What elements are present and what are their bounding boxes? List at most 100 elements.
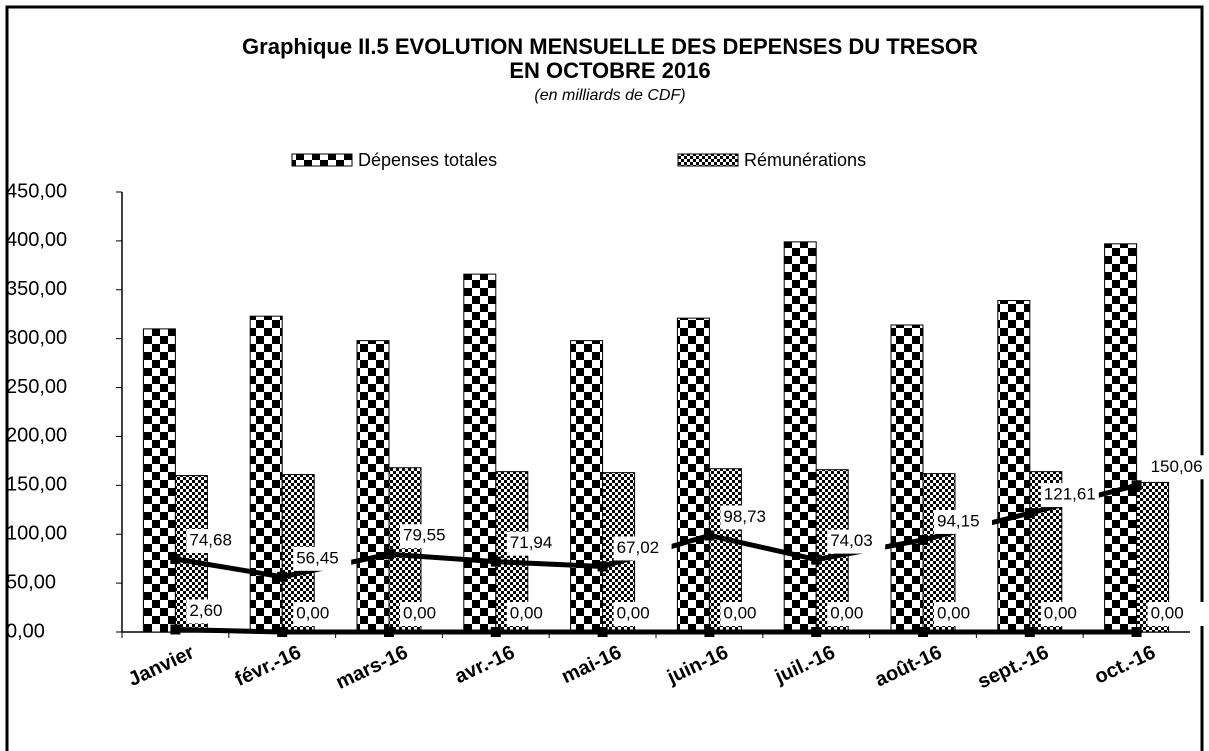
data-label-box (1040, 602, 1099, 626)
data-label-box (613, 536, 672, 561)
marker (170, 624, 181, 635)
data-label: 98,73 (723, 507, 766, 526)
marker (811, 627, 822, 637)
data-label-box (827, 529, 886, 554)
marker (490, 627, 501, 637)
data-label: 0,00 (937, 603, 970, 622)
data-label-box (1147, 602, 1206, 626)
data-label-box (1040, 483, 1099, 508)
bar (783, 241, 817, 633)
x-tick-label: juin-16 (663, 641, 732, 689)
bar (356, 340, 390, 633)
y-tick-label: 300,00 (6, 327, 67, 349)
data-label: 79,55 (403, 526, 446, 545)
marker (597, 627, 608, 637)
bar (1104, 243, 1138, 633)
y-tick-label: 400,00 (6, 229, 67, 251)
bar (463, 273, 497, 633)
data-label-box (934, 602, 992, 626)
marker (1024, 508, 1035, 519)
x-tick-label: août-16 (872, 641, 946, 691)
chart-subtitle: (en milliards de CDF) (534, 87, 685, 104)
marker (811, 554, 822, 565)
data-label-box (506, 531, 565, 556)
y-tick-label: 350,00 (6, 278, 67, 300)
y-tick-label: 150,00 (6, 474, 67, 496)
bar (142, 328, 176, 633)
data-label-box (613, 602, 672, 626)
bar (676, 317, 710, 633)
x-tick-label: févr.-16 (232, 641, 305, 691)
bar (570, 340, 604, 633)
data-label: 74,68 (189, 530, 232, 549)
data-label-box (1147, 455, 1206, 480)
x-tick-label: avr.-16 (451, 641, 518, 688)
marker (918, 534, 928, 545)
data-label-box (186, 528, 245, 553)
bar (249, 315, 283, 633)
marker (384, 549, 394, 560)
data-label: 150,06 (1151, 457, 1203, 476)
y-tick-label: 200,00 (6, 425, 67, 447)
x-tick-label: sept.-16 (974, 641, 1052, 693)
chart-title: EN OCTOBRE 2016 (509, 58, 710, 83)
x-tick-label: Janvier (125, 641, 198, 691)
data-label: 2,60 (189, 601, 222, 620)
data-label-box (400, 602, 458, 626)
data-label: 121,61 (1044, 485, 1096, 504)
marker (1131, 480, 1142, 491)
bar (997, 300, 1031, 633)
marker (384, 627, 394, 637)
data-label: 0,00 (1151, 603, 1184, 622)
marker (1131, 627, 1142, 637)
data-label-box (720, 505, 779, 530)
data-label-box (506, 602, 565, 626)
chart-title: Graphique II.5 EVOLUTION MENSUELLE DES D… (242, 34, 978, 59)
marker (1024, 627, 1035, 637)
legend-swatch (677, 153, 739, 167)
data-label: 94,15 (937, 511, 980, 530)
marker (277, 627, 288, 637)
y-tick-label: 50,00 (6, 571, 56, 593)
x-tick-label: mai-16 (558, 641, 625, 688)
data-label: 56,45 (296, 548, 339, 567)
data-label: 0,00 (617, 603, 650, 622)
data-label-box (934, 509, 992, 534)
data-label-box (720, 602, 779, 626)
data-label-box (293, 602, 352, 626)
x-tick-label: juil.-16 (771, 641, 839, 688)
data-label: 0,00 (510, 603, 543, 622)
data-label: 0,00 (1044, 603, 1077, 622)
x-tick-label: oct.-16 (1091, 641, 1159, 688)
data-label-box (186, 599, 245, 624)
line (175, 626, 1137, 635)
legend-swatch (291, 153, 353, 167)
data-label: 0,00 (723, 603, 756, 622)
data-label-box (293, 546, 352, 571)
marker (277, 571, 288, 582)
legend-label: Rémunérations (744, 150, 866, 170)
data-label-box (400, 524, 458, 549)
marker (704, 530, 715, 541)
marker (490, 556, 501, 567)
legend-label: Dépenses totales (358, 150, 497, 170)
data-label: 0,00 (403, 603, 436, 622)
y-tick-label: 100,00 (6, 523, 67, 545)
marker (704, 627, 715, 637)
y-tick-label: 250,00 (6, 376, 67, 398)
marker (170, 553, 181, 564)
data-label: 0,00 (830, 603, 863, 622)
marker (597, 561, 608, 572)
y-tick-label: 0,00 (6, 620, 45, 642)
data-label-box (827, 602, 886, 626)
frame (5, 5, 1204, 751)
marker (918, 627, 928, 637)
x-tick-label: mars-16 (333, 641, 412, 693)
bar (890, 324, 924, 633)
data-label: 0,00 (296, 603, 329, 622)
y-tick-label: 450,00 (6, 180, 67, 202)
data-label: 67,02 (617, 538, 660, 557)
data-label: 71,94 (510, 533, 553, 552)
